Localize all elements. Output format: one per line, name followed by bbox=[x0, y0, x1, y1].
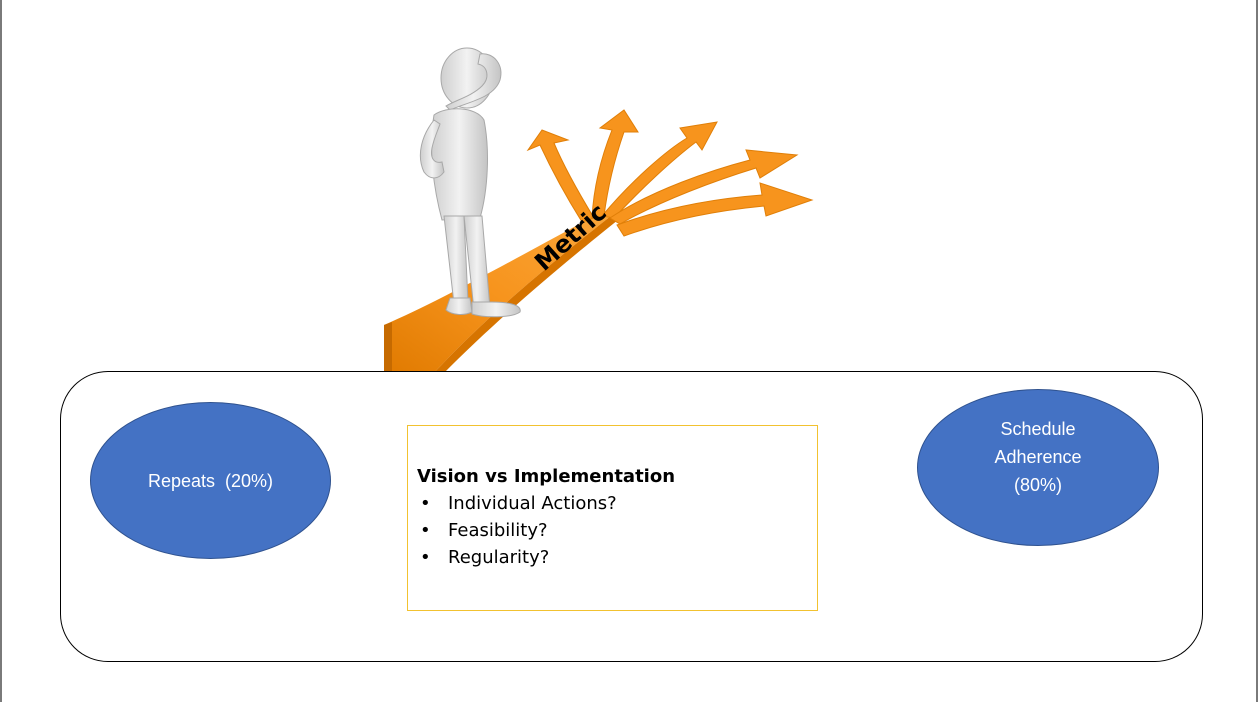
list-item-text: Regularity? bbox=[448, 547, 550, 568]
repeats-label: Repeats (20%) bbox=[147, 470, 274, 491]
bullet-icon: • bbox=[420, 547, 431, 568]
schedule-adherence-label: Schedule Adherence (80%) bbox=[994, 418, 1082, 495]
list-item: • Feasibility? bbox=[417, 517, 817, 544]
repeats-ellipse: Repeats (20%) bbox=[90, 402, 331, 559]
road-label: Metric bbox=[529, 198, 612, 276]
list-item-text: Feasibility? bbox=[448, 520, 548, 541]
schedule-adherence-ellipse: Schedule Adherence (80%) bbox=[917, 389, 1159, 546]
list-item-text: Individual Actions? bbox=[448, 493, 617, 514]
thinking-person-at-crossroads-icon: Metric bbox=[384, 47, 814, 375]
list-item: • Individual Actions? bbox=[417, 490, 817, 517]
bullet-icon: • bbox=[420, 493, 431, 514]
text-box-heading: Vision vs Implementation bbox=[417, 466, 676, 487]
bullet-icon: • bbox=[420, 520, 431, 541]
list-item: • Regularity? bbox=[417, 544, 817, 571]
question-list: • Individual Actions? • Feasibility? • Regu… bbox=[417, 490, 817, 571]
vision-text-box: Vision vs Implementation • Individual Act… bbox=[407, 425, 818, 611]
